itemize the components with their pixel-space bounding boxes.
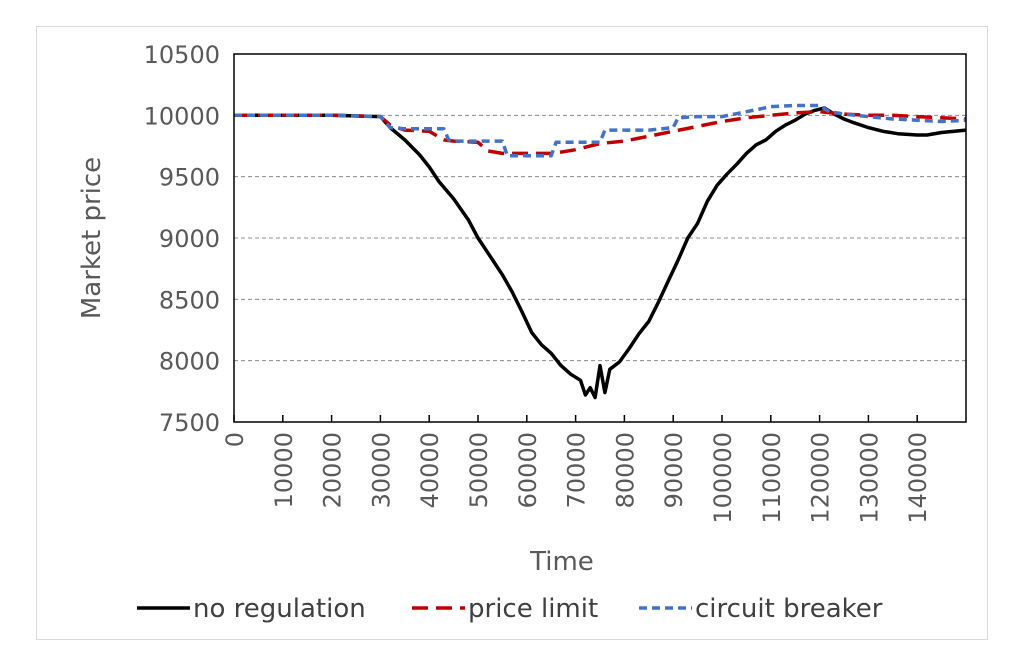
- plot-border: [233, 53, 967, 423]
- y-tick-label: 8000: [159, 348, 220, 376]
- x-tick-label: 130000: [855, 432, 883, 524]
- gridlines: [234, 114, 966, 362]
- x-tick-label: 60000: [514, 432, 542, 508]
- series-line-no-regulation: [234, 106, 967, 400]
- y-axis-title: Market price: [77, 157, 107, 319]
- x-axis-title: Time: [529, 547, 594, 577]
- x-tick-label: 110000: [758, 432, 786, 524]
- x-tick-label: 90000: [660, 432, 688, 508]
- y-tick-labels: 7500 8000 8500 9000 9500 10000 10500: [144, 41, 220, 437]
- axes: [233, 53, 967, 423]
- series-lines: [234, 103, 967, 400]
- x-tick-label: 50000: [465, 432, 493, 508]
- y-tick-label: 9500: [159, 164, 220, 192]
- legend-label: no regulation: [193, 594, 366, 624]
- y-tick-label: 10500: [144, 41, 220, 69]
- x-tick-label: 0: [221, 432, 249, 447]
- x-tick-label: 140000: [904, 432, 932, 524]
- y-tick-label: 7500: [159, 409, 220, 437]
- x-tick-label: 120000: [807, 432, 835, 524]
- y-tick-label: 9000: [159, 225, 220, 253]
- line-chart: 7500 8000 8500 9000 9500 10000 10500 0 10000 200…: [77, 41, 967, 624]
- x-tick-labels: 0 10000 20000 30000 40000 50000 60000 70000 8000…: [221, 432, 932, 524]
- series-line-circuit-breaker: [234, 103, 967, 158]
- chart-frame: 7500 8000 8500 9000 9500 10000 10500 0 10000 200…: [36, 26, 988, 640]
- x-tick-label: 100000: [709, 432, 737, 524]
- legend: no regulation price limit circuit breaker: [137, 594, 883, 624]
- y-tick-label: 10000: [144, 102, 220, 130]
- legend-label: price limit: [468, 594, 598, 624]
- x-tick-label: 80000: [611, 432, 639, 508]
- legend-label: circuit breaker: [695, 594, 883, 624]
- x-tick-label: 70000: [563, 432, 591, 508]
- x-tick-label: 20000: [319, 432, 347, 508]
- x-tick-label: 40000: [416, 432, 444, 508]
- series-line-price-limit: [234, 109, 967, 156]
- x-tick-label: 10000: [270, 432, 298, 508]
- x-tick-label: 30000: [367, 432, 395, 508]
- y-tick-label: 8500: [159, 286, 220, 314]
